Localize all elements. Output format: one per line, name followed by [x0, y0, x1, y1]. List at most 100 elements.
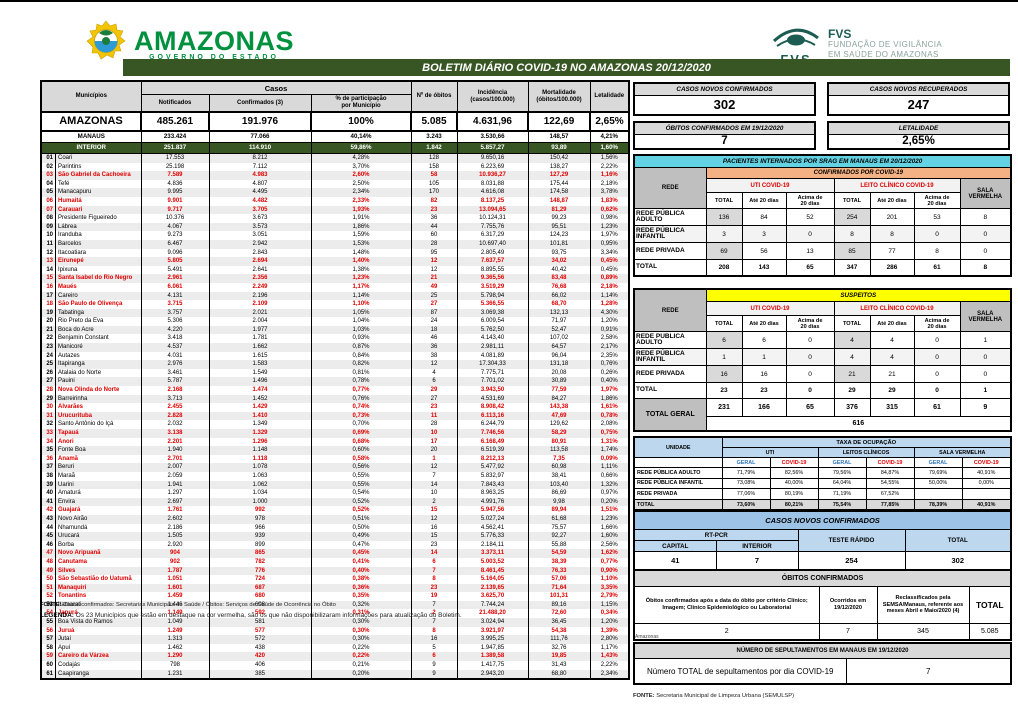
municipality-name-cell: 24 Autazes	[40, 351, 142, 361]
municipality-name: São Paulo de Olivença	[58, 301, 123, 308]
letalidade-cell: 1,43%	[589, 652, 630, 662]
mortalidade-cell: 55,88	[527, 540, 591, 550]
confirmados-cell: 899	[208, 540, 312, 550]
sepultamentos-value: 7	[845, 658, 1012, 685]
municipality-name-cell: 06 Humaitá	[40, 196, 142, 206]
row-interior: INTERIOR 251.837 114.910 59,86% 1.842 5.…	[40, 142, 630, 154]
card-value: 247	[907, 97, 930, 112]
municipality-name-cell: 33 Tapauá	[40, 429, 142, 438]
sala-vermelha-header: SALA VERMELHA	[913, 447, 1012, 458]
row-number: 17	[42, 291, 56, 301]
municipality-row: 57 Jutaí 1.313 572 0,30% 16 3.995,25 111,…	[40, 635, 630, 644]
municipality-name-cell: 39 Uarini	[40, 480, 142, 490]
row-number: 52	[42, 592, 56, 601]
incidencia-cell: 2.981,11	[456, 343, 529, 352]
notificados-cell: 3.715	[140, 300, 210, 309]
letalidade-cell: 1,10%	[589, 575, 630, 584]
letalidade-cell: 0,95%	[589, 239, 630, 249]
row-number: 24	[42, 351, 56, 361]
municipality-row: 44 Nhamundá 2.186 966 0,50% 16 4.562,41 7…	[40, 523, 630, 533]
row-number: 58	[42, 643, 56, 653]
confirmados-cell: 2.942	[208, 239, 312, 249]
row-number: 43	[42, 514, 56, 524]
mortalidade-cell: 20,08	[527, 368, 591, 378]
letalidade-cell: 2,80%	[589, 635, 630, 644]
letalidade-cell: 0,89%	[589, 274, 630, 283]
confirmados-cell: 865	[208, 549, 312, 558]
municipality-row: 18 São Paulo de Olivença 3.715 2.109 1,10…	[40, 300, 630, 309]
mortalidade-cell: 47,69	[527, 411, 591, 421]
fvs-eye-icon	[772, 28, 820, 55]
capital-value: 41	[633, 551, 717, 571]
obitos-cell: 12	[410, 463, 458, 472]
confirmados-cell: 1.781	[208, 334, 312, 344]
notificados-cell: 2.961	[140, 274, 210, 283]
participacao-cell: 0,31%	[310, 609, 412, 619]
obitos-cell: 6	[410, 377, 458, 387]
confirmados-cell: 3.705	[208, 205, 312, 215]
municipality-name: Maraã	[58, 472, 76, 479]
confirmados-cell: 3.051	[208, 231, 312, 240]
amazonas-note: Amazonas	[635, 634, 659, 640]
participacao-cell: 1,10%	[310, 300, 412, 309]
obitos-cell: 8	[410, 575, 458, 584]
municipality-name: Eirunepé	[58, 258, 84, 265]
municipality-name: Uarini	[58, 481, 74, 488]
participacao-cell: 0,51%	[310, 514, 412, 524]
row-number: 32	[42, 420, 56, 429]
notificados-cell: 3.418	[140, 334, 210, 344]
notificados-cell: 4.836	[140, 179, 210, 189]
notificados-cell: 1.231	[140, 669, 210, 680]
municipality-row: 20 Rio Preto da Eva 5.306 2.004 1,04% 24 …	[40, 317, 630, 326]
incidencia-cell: 17.304,33	[456, 360, 529, 369]
municipality-name: Urucurituba	[58, 412, 93, 419]
letalidade-cell: 2,56%	[589, 540, 630, 550]
obitos-cell: 12	[410, 360, 458, 369]
participacao-cell: 1,40%	[310, 257, 412, 266]
incidencia-cell: 6.168,49	[456, 437, 529, 447]
municipality-row: 41 Envira 2.697 1.000 0,52% 2 4.991,76 9,…	[40, 497, 630, 507]
municipality-name: Itacoatiara	[58, 249, 87, 256]
notificados-cell: 1.601	[140, 583, 210, 593]
notificados-cell: 5.805	[140, 257, 210, 266]
obitos-cell: 29	[410, 386, 458, 395]
letalidade-cell: 2,18%	[589, 282, 630, 292]
confirmados-cell: 2.356	[208, 274, 312, 283]
municipality-row: 54 Japurá 1.149 592 0,31% 2 21.488,20 72,…	[40, 609, 630, 619]
row-number: 54	[42, 609, 56, 619]
mortalidade-cell: 76,68	[527, 282, 591, 292]
municipality-row: 29 Barreirinha 3.713 1.452 0,76% 27 4.531…	[40, 394, 630, 404]
municipality-name: Santo Antônio do Içá	[58, 421, 114, 428]
municipality-name: Tonantins	[58, 593, 87, 600]
obitos-cell: 87	[410, 308, 458, 318]
row-number: 15	[42, 274, 56, 283]
covid-header: COVID-19	[961, 457, 1012, 468]
incidencia-cell: 3.995,25	[456, 635, 529, 644]
obitos-cell: 23	[410, 583, 458, 593]
row-number: 53	[42, 600, 56, 610]
municipality-name: São Sebastião do Uatumã	[58, 576, 132, 583]
obitos-cell: 105	[410, 179, 458, 189]
row-number: 51	[42, 583, 56, 593]
row-number: 13	[42, 257, 56, 266]
rede-header: REDE	[633, 167, 707, 209]
municipality-row: 24 Autazes 4.031 1.615 0,84% 38 4.081,89 …	[40, 351, 630, 361]
notificados-cell: 4.131	[140, 291, 210, 301]
municipality-row: 22 Benjamin Constant 3.418 1.781 0,93% 46…	[40, 334, 630, 344]
confirmados-cell: 1.662	[208, 343, 312, 352]
total-header: TOTAL	[968, 586, 1012, 624]
mortalidade-cell: 127,29	[527, 171, 591, 180]
participacao-cell: 1,17%	[310, 282, 412, 292]
incidencia-cell: 5.762,50	[456, 325, 529, 335]
row-number: 37	[42, 463, 56, 472]
obitos-cell: 27	[410, 300, 458, 309]
confirmados-cell: 2.843	[208, 248, 312, 258]
notificados-cell: 2.007	[140, 463, 210, 472]
incidencia-cell: 8.461,45	[456, 566, 529, 576]
mortalidade-cell: 58,29	[527, 429, 591, 438]
obitos-confirmados-table: ÓBITOS CONFIRMADOS Óbitos confirmados ap…	[633, 569, 1013, 641]
letalidade-cell: 1,97%	[589, 231, 630, 240]
obitos-cell: 23	[410, 403, 458, 412]
municipality-name: São Gabriel da Cachoeira	[58, 172, 131, 179]
